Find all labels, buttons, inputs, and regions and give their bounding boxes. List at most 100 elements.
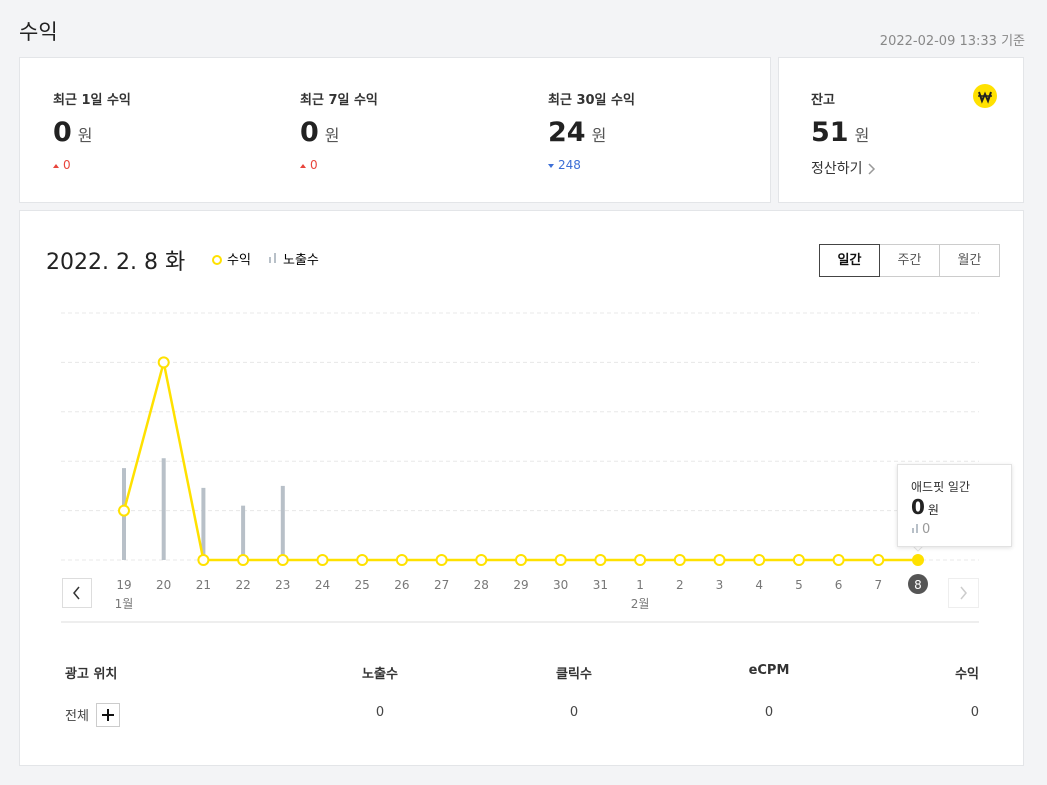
plus-icon [102,709,114,721]
tooltip-number: 0 [911,495,925,519]
timestamp: 2022-02-09 13:33 기준 [879,34,1025,49]
revenue-point [157,356,170,369]
table-cell: 0 [569,705,579,720]
change-value: 0 [63,158,71,172]
prev-button[interactable] [62,578,92,608]
settle-text: 정산하기 [811,161,863,177]
revenue-point [713,554,726,566]
revenue-point [554,554,567,566]
x-tick-label: 20 [156,578,171,592]
period-tab[interactable]: 월간 [939,244,1000,277]
impression-bar [201,487,206,560]
revenue-point [634,554,647,566]
summary-change: 0 [53,158,71,172]
x-tick-label: 4 [755,578,763,592]
period-tab[interactable]: 주간 [879,244,940,277]
table-cell: 0 [764,705,774,720]
summary-unit: 원 [77,126,93,145]
next-icon [960,586,967,600]
balance-unit: 원 [854,126,870,145]
summary-change: 248 [548,158,581,172]
trend-icon [53,163,59,168]
x-tick-label: 27 [434,578,449,592]
table-cell: 0 [375,705,385,720]
x-tick-label: 3 [716,578,724,592]
tooltip-impressions: 0 [911,522,930,537]
summary-unit: 원 [591,126,607,145]
revenue-point [872,554,885,566]
x-tick-label: 8 [914,578,922,592]
x-tick-label: 23 [275,578,290,592]
x-tick-label: 7 [874,578,882,592]
impression-bar [241,505,246,560]
x-tick-label: 22 [235,578,250,592]
table-header: 클릭수 [556,667,592,682]
x-tick-label: 24 [315,578,330,592]
revenue-point [594,554,607,566]
legend-label: 수익 [227,253,251,268]
summary-change: 0 [300,158,318,172]
revenue-point [792,554,805,566]
change-value: 0 [310,158,318,172]
period-tab[interactable]: 일간 [819,244,880,277]
bar-icon [912,524,918,533]
x-tick-label: 1 [636,578,644,592]
settle-link[interactable]: 정산하기 [811,158,878,178]
x-tick-label: 6 [835,578,843,592]
balance-value: 51 원 [811,117,869,148]
x-tick-label: 5 [795,578,803,592]
x-tick-label: 25 [355,578,370,592]
balance-card [778,57,1024,203]
tooltip-title: 애드핏 일간 [911,480,971,494]
expand-button[interactable] [96,703,120,727]
x-tick-label: 21 [196,578,211,592]
legend-bar-icon [274,253,276,263]
chart-card [19,210,1024,766]
balance-number: 51 [811,117,849,148]
revenue-point [118,504,130,517]
balance-label: 잔고 [811,93,835,108]
prev-icon [73,586,80,600]
summary-number: 24 [548,117,586,148]
x-tick-label: 2 [676,578,684,592]
table-header: 수익 [955,667,979,682]
month-label: 2월 [631,597,650,611]
revenue-point [753,554,766,566]
revenue-point [475,554,488,566]
summary-card [19,57,771,203]
won-icon [973,84,997,108]
summary-label: 최근 7일 수익 [300,93,378,108]
chevron [868,163,875,175]
table-header: eCPM [748,663,790,678]
month-label: 1월 [115,597,134,611]
next-button[interactable] [948,578,979,608]
table-header: 노출수 [362,667,398,682]
tooltip-impressions-value: 0 [922,522,931,537]
change-value: 248 [558,158,581,172]
revenue-point [832,554,845,566]
summary-label: 최근 1일 수익 [53,93,131,108]
x-tick-label: 30 [553,578,568,592]
revenue-point [395,554,408,566]
summary-number: 0 [300,117,319,148]
summary-unit: 원 [324,126,340,145]
revenue-point [237,554,250,566]
revenue-point [912,554,924,566]
trend-icon [300,163,306,168]
summary-label: 최근 30일 수익 [548,93,635,108]
table-cell: 0 [970,705,979,720]
revenue-point [316,554,329,566]
x-tick-label: 26 [394,578,409,592]
legend-bar-icon [269,257,271,263]
revenue-point [276,554,289,566]
page-title: 수익 [19,20,58,44]
x-tick-label: 31 [593,578,608,592]
summary-number: 0 [53,117,72,148]
trend-icon [548,163,554,168]
summary-value: 24 원 [548,117,606,148]
revenue-point [673,554,686,566]
